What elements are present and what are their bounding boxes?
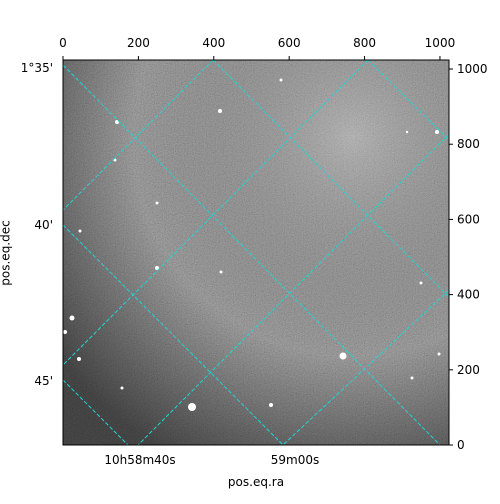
y-tick-label: 0 xyxy=(457,438,465,452)
x-tick-label: 800 xyxy=(353,36,376,50)
dec-tick-label: 40' xyxy=(34,218,53,232)
ra-tick-label: 59m00s xyxy=(271,453,319,467)
dec-tick-label: 1°35' xyxy=(21,61,53,75)
dec-tick-label: 45' xyxy=(34,374,53,388)
y-tick-label: 600 xyxy=(457,212,480,226)
y-tick-label: 200 xyxy=(457,363,480,377)
y-tick-label: 400 xyxy=(457,288,480,302)
x-tick-label: 0 xyxy=(59,36,67,50)
frame xyxy=(62,59,450,446)
sky-image xyxy=(63,60,449,445)
y-tick-label: 800 xyxy=(457,137,480,151)
x-tick-label: 600 xyxy=(278,36,301,50)
coordinate-grid xyxy=(63,60,449,445)
y-tick-label: 1000 xyxy=(457,62,488,76)
stars xyxy=(63,78,441,411)
x-tick-label: 400 xyxy=(202,36,225,50)
x-tick-label: 200 xyxy=(127,36,150,50)
x-tick-label: 1000 xyxy=(425,36,456,50)
ra-tick-label: 10h58m40s xyxy=(104,453,175,467)
x-axis-label: pos.eq.ra xyxy=(228,475,284,489)
y-axis-label: pos.eq.dec xyxy=(0,220,13,285)
